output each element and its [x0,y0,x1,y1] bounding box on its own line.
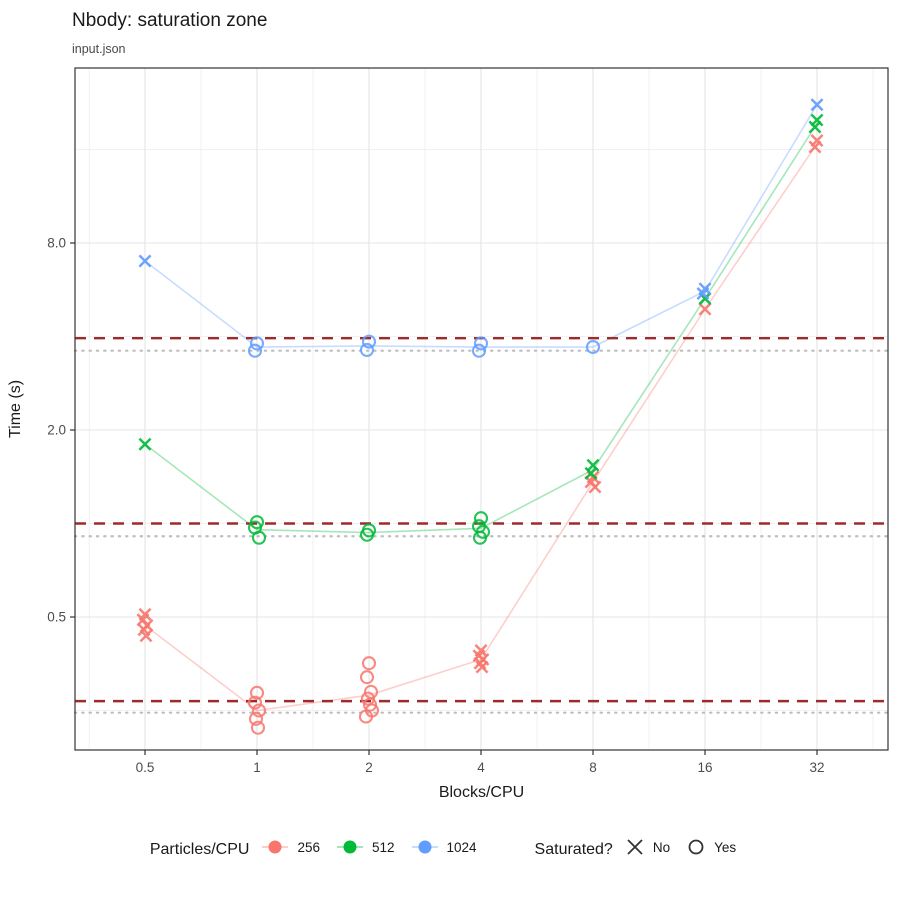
circle-marker [251,530,267,545]
legend-shape-label: No [652,839,671,855]
legend-key-icon [411,840,438,854]
x-marker [696,287,710,301]
x-marker [584,466,598,480]
legend-entry-512: 512 [334,836,395,858]
x-marker [138,437,152,451]
x-tick-label: 2 [365,760,373,775]
legend-shape-Yes: Yes [684,836,736,858]
x-marker [588,480,602,494]
x-tick-label: 32 [809,760,824,775]
y-tick-label: 8.0 [47,236,66,251]
y-axis: 8.0 2.0 0.5 Time (s) [7,236,75,625]
legend: Particles/CPU 256 512 1024 Saturated? No Ye… [0,836,900,863]
y-tick-label: 2.0 [47,423,66,438]
circle-marker [472,530,488,545]
series-1024 [138,98,824,358]
y-tick-label: 0.5 [47,610,66,625]
legend-entry-label: 256 [297,839,320,855]
x-tick-label: 4 [477,760,485,775]
circle-marker [359,670,375,685]
circle-marker [250,720,266,735]
series-512 [138,113,824,545]
circle-marker [359,527,375,542]
color-legend-entries: 256 512 1024 [259,836,490,863]
chart-subtitle: input.json [72,42,126,56]
circle-marker [249,336,265,351]
x-axis: 0.5 1 2 4 8 16 32 Blocks/CPU [136,750,825,801]
circle-marker [247,695,263,710]
x-axis-title: Blocks/CPU [439,784,524,801]
circle-icon [688,839,704,855]
circle-marker [358,709,374,724]
x-icon [627,839,643,855]
circle-marker [360,691,376,706]
legend-entry-256: 256 [259,836,320,858]
plot-svg: 0.5 1 2 4 8 16 32 Blocks/CPU 8.0 2.0 0.5 Time (s) [7,67,890,801]
x-marker [139,629,153,643]
x-marker [475,660,489,674]
circle-marker [473,336,489,351]
color-legend-title: Particles/CPU [149,840,250,858]
circle-marker [471,343,487,358]
legend-key-icon [262,840,289,854]
x-marker [808,120,822,134]
chart-title: Nbody: saturation zone [72,10,268,31]
x-tick-label: 1 [253,760,261,775]
x-tick-label: 16 [697,760,712,775]
series-256 [136,134,824,735]
circle-marker [585,339,601,355]
circle-marker [359,342,375,358]
legend-shape-No: No [623,836,670,858]
circle-marker [361,656,377,671]
circle-marker [361,334,377,349]
grid-major [75,68,888,750]
x-marker [698,302,712,316]
legend-key-icon [336,840,363,854]
circle-marker [251,703,267,718]
circle-marker [249,685,265,700]
x-marker [810,98,824,112]
legend-entry-label: 1024 [446,839,477,855]
circle-marker [473,511,489,526]
x-tick-label: 8 [589,760,597,775]
circle-marker [362,697,378,712]
x-marker [808,140,822,154]
legend-shape-label: Yes [714,839,737,855]
legend-entry-label: 512 [371,839,395,855]
y-axis-title: Time (s) [7,380,24,438]
shape-legend-title: Saturated? [534,840,613,858]
x-marker [138,254,152,268]
legend-entry-1024: 1024 [409,836,477,858]
circle-marker [247,343,263,358]
x-tick-label: 0.5 [136,760,155,775]
circle-marker [248,711,264,726]
shape-legend-entries: No Yes [623,836,750,863]
